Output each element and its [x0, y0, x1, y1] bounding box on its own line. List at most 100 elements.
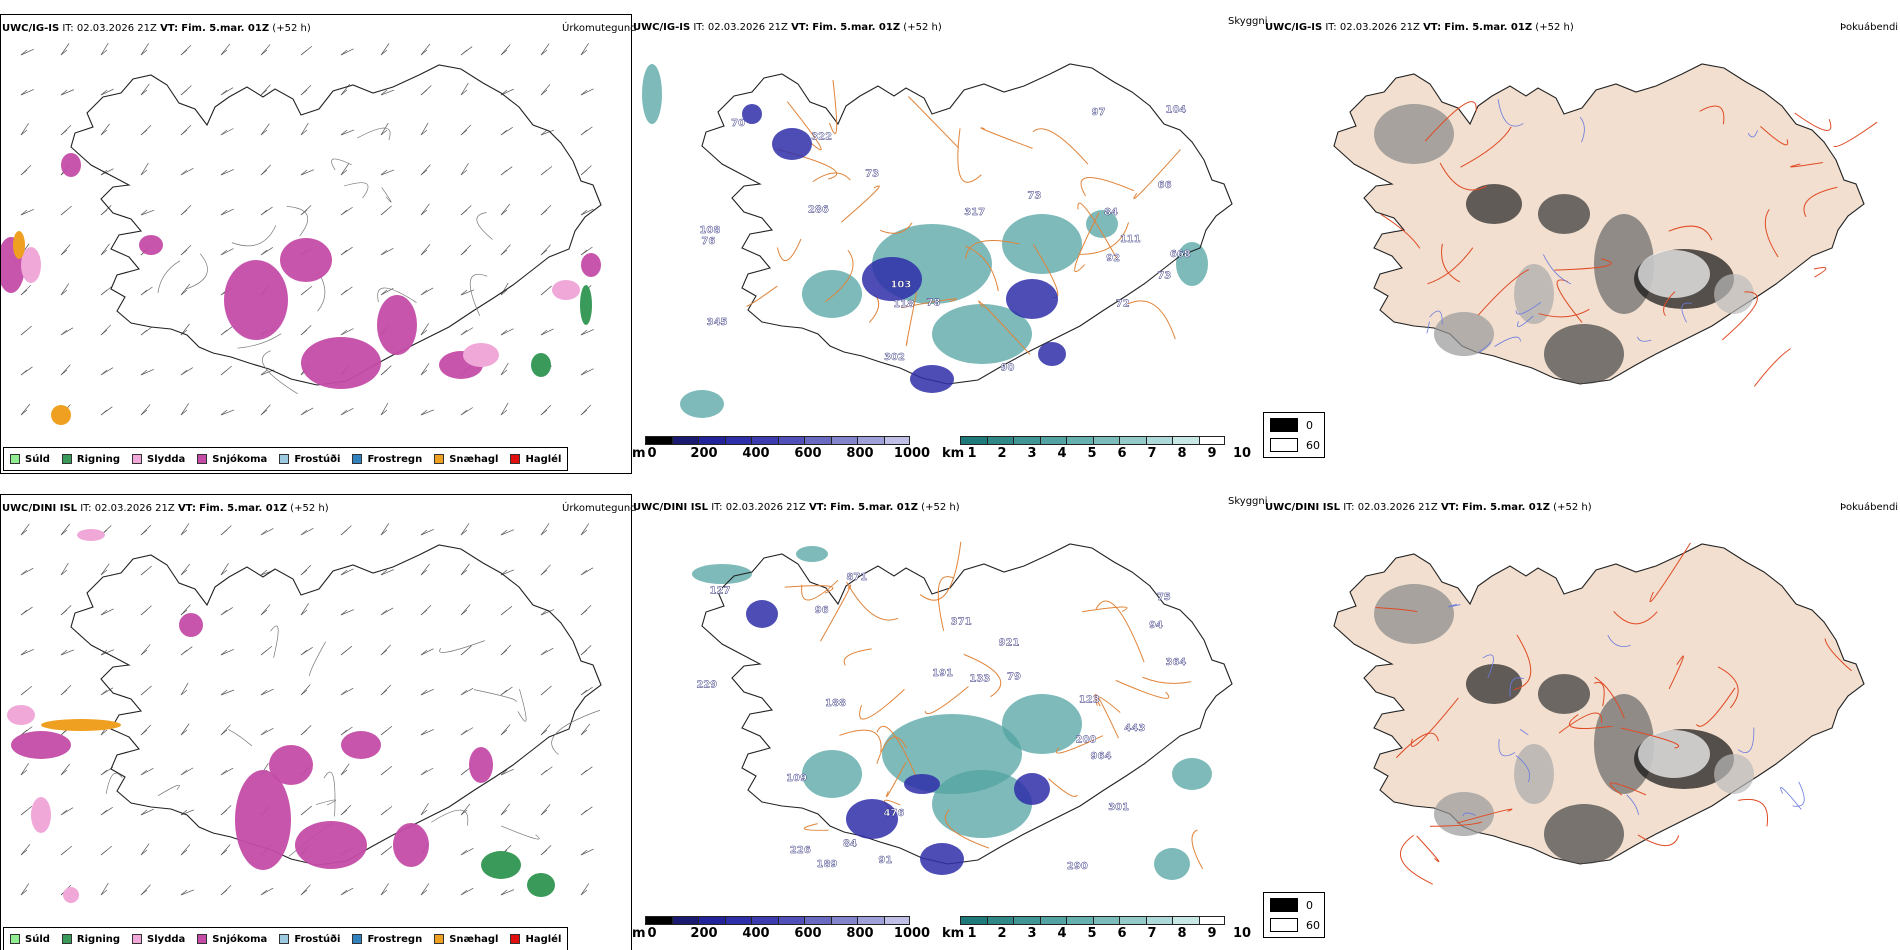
- visibility-value-label: 871: [846, 572, 867, 583]
- legend-swatch: [434, 454, 445, 464]
- legend-label: Frostúði: [294, 933, 341, 945]
- visibility-value-label: 72: [1116, 299, 1130, 310]
- road-line: [1668, 655, 1684, 690]
- snow-area: [179, 613, 203, 637]
- road-line: [270, 625, 279, 658]
- colorbar-cell: [777, 436, 804, 445]
- wind-barb: [220, 889, 228, 896]
- wind-barb: [100, 88, 114, 96]
- wind-barb: [380, 729, 388, 736]
- wind-barb: [420, 767, 434, 776]
- wind-barb: [260, 689, 268, 696]
- wind-barb: [420, 802, 429, 816]
- wind-barb: [220, 249, 228, 256]
- precip-type-panel-top: UWC/IG-IS IT: 02.03.2026 21Z VT: Fim. 5.…: [0, 14, 637, 474]
- wind-barb: [500, 768, 514, 776]
- wind-barb: [20, 169, 28, 176]
- wind-barb: [380, 249, 388, 256]
- wind-barb: [500, 529, 515, 536]
- wind-barb: [380, 523, 390, 536]
- wind-barb: [60, 763, 70, 776]
- wind-barb: [420, 609, 428, 616]
- snow-area: [235, 770, 291, 870]
- wind-barb: [380, 49, 388, 56]
- wind-barb: [60, 649, 68, 656]
- legend-label: Snjókoma: [212, 453, 268, 465]
- wind-barb: [380, 569, 395, 576]
- wind-barb: [420, 649, 428, 656]
- wind-barb: [540, 523, 550, 536]
- wind-barb: [180, 723, 190, 736]
- wind-barb: [460, 329, 468, 336]
- road-line: [746, 285, 778, 307]
- wind-barb: [460, 689, 468, 696]
- wind-barb: [140, 209, 155, 216]
- road-line: [1375, 606, 1418, 613]
- low-visibility-area: [1176, 242, 1208, 286]
- road-line: [1637, 834, 1680, 847]
- wind-barb: [140, 768, 154, 776]
- wind-barb: [380, 607, 394, 616]
- visibility-value-label: 345: [707, 317, 728, 328]
- colorbar-cell: [986, 916, 1013, 925]
- visibility-value-label: 476: [883, 808, 904, 819]
- wind-barb: [180, 89, 188, 96]
- wind-barb: [420, 323, 430, 336]
- wind-barb: [220, 689, 228, 696]
- colorbar-cell: [1013, 916, 1040, 925]
- visibility-value-label: 73: [865, 168, 879, 179]
- legend-label: Frostregn: [367, 933, 423, 945]
- legend-item: Slydda: [132, 454, 185, 465]
- wind-barb: [20, 648, 34, 656]
- wind-barb: [100, 649, 108, 656]
- wind-barb: [340, 687, 354, 696]
- wind-barb: [580, 368, 594, 376]
- wind-barb: [180, 209, 188, 216]
- visibility-value-label: 302: [884, 352, 905, 363]
- visibility-value-label: 200: [1076, 735, 1097, 746]
- wind-barb: [300, 649, 308, 656]
- wind-barb: [300, 49, 308, 56]
- colorbar-cell: [1145, 916, 1172, 925]
- cloud-base-area: [904, 774, 940, 794]
- wind-barb: [340, 329, 348, 336]
- legend-item: Súld: [10, 934, 50, 945]
- wind-barb: [180, 767, 194, 776]
- road-line: [876, 725, 917, 778]
- wind-barb: [140, 889, 148, 896]
- wind-barb: [180, 809, 195, 816]
- wind-barb: [100, 689, 108, 696]
- wind-barb: [380, 402, 389, 416]
- wind-barb: [140, 609, 148, 616]
- wind-barb: [460, 209, 468, 216]
- snow-area: [224, 260, 288, 340]
- wind-barb: [460, 529, 468, 536]
- wind-barb: [260, 129, 268, 136]
- wind-barb: [260, 123, 270, 136]
- visibility-value-label: 118: [893, 299, 914, 310]
- height-unit: m: [632, 446, 646, 461]
- wind-barb: [340, 769, 348, 776]
- wind-barb: [220, 689, 235, 696]
- wind-barb: [340, 729, 348, 736]
- fog-legend-item: 60: [1270, 918, 1320, 932]
- road-line: [1055, 735, 1104, 754]
- fog-legend-swatch: [1270, 898, 1298, 912]
- wind-barb: [300, 407, 314, 416]
- legend-swatch: [61, 454, 72, 464]
- road-line: [476, 212, 493, 240]
- visibility-value-label: 66: [1158, 180, 1172, 191]
- colorbar-cell: [804, 436, 831, 445]
- visibility-panel-bottom: UWC/DINI ISL IT: 02.03.2026 21Z VT: Fim.…: [632, 494, 1268, 950]
- colorbar-tick-label: 6: [1117, 926, 1127, 941]
- wind-barb: [540, 409, 548, 416]
- colorbar-tick-label: 5: [1087, 446, 1097, 461]
- wind-barb: [500, 409, 508, 416]
- legend-swatch: [510, 934, 521, 944]
- wind-barb: [100, 409, 108, 416]
- wind-barb: [180, 769, 188, 776]
- fog-index-area: [1538, 194, 1590, 234]
- road-line: [1663, 291, 1676, 316]
- colorbar-cell: [1013, 436, 1040, 445]
- road-line: [1080, 177, 1135, 197]
